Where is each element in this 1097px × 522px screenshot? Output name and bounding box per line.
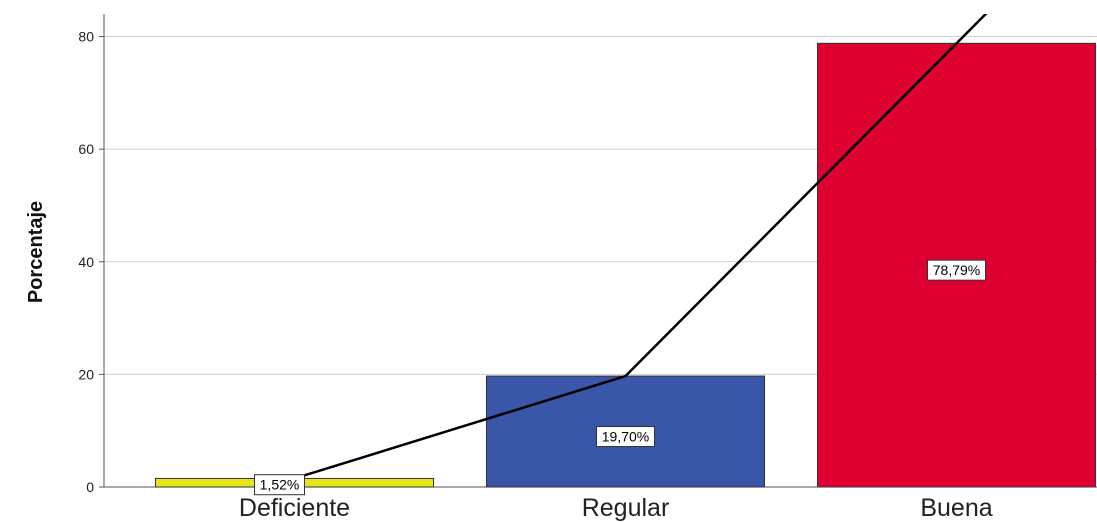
cumulative-line [294,14,988,480]
category-label: Buena [920,494,992,522]
data-label: 78,79% [933,262,980,278]
data-label-box [254,474,305,496]
y-tick-label: 0 [86,479,94,495]
y-tick-label: 60 [78,141,94,157]
category-labels: Deficiente Regular Buena [239,494,993,522]
data-label-box [927,259,986,281]
data-label: 19,70% [602,429,649,445]
y-tick-label: 40 [78,254,94,270]
y-tick-label: 20 [78,366,94,382]
data-label: 1,52% [260,477,300,493]
cumulative-line-path [294,14,988,480]
category-label: Deficiente [239,494,350,522]
category-label: Regular [582,494,670,522]
data-labels: 1,52% 19,70% 78,79% [254,259,986,496]
y-axis-label: Porcentaje [25,201,47,303]
data-label-box [596,426,655,448]
y-tick-labels: 0 20 40 60 80 [78,29,104,495]
y-tick-label: 80 [78,29,94,45]
